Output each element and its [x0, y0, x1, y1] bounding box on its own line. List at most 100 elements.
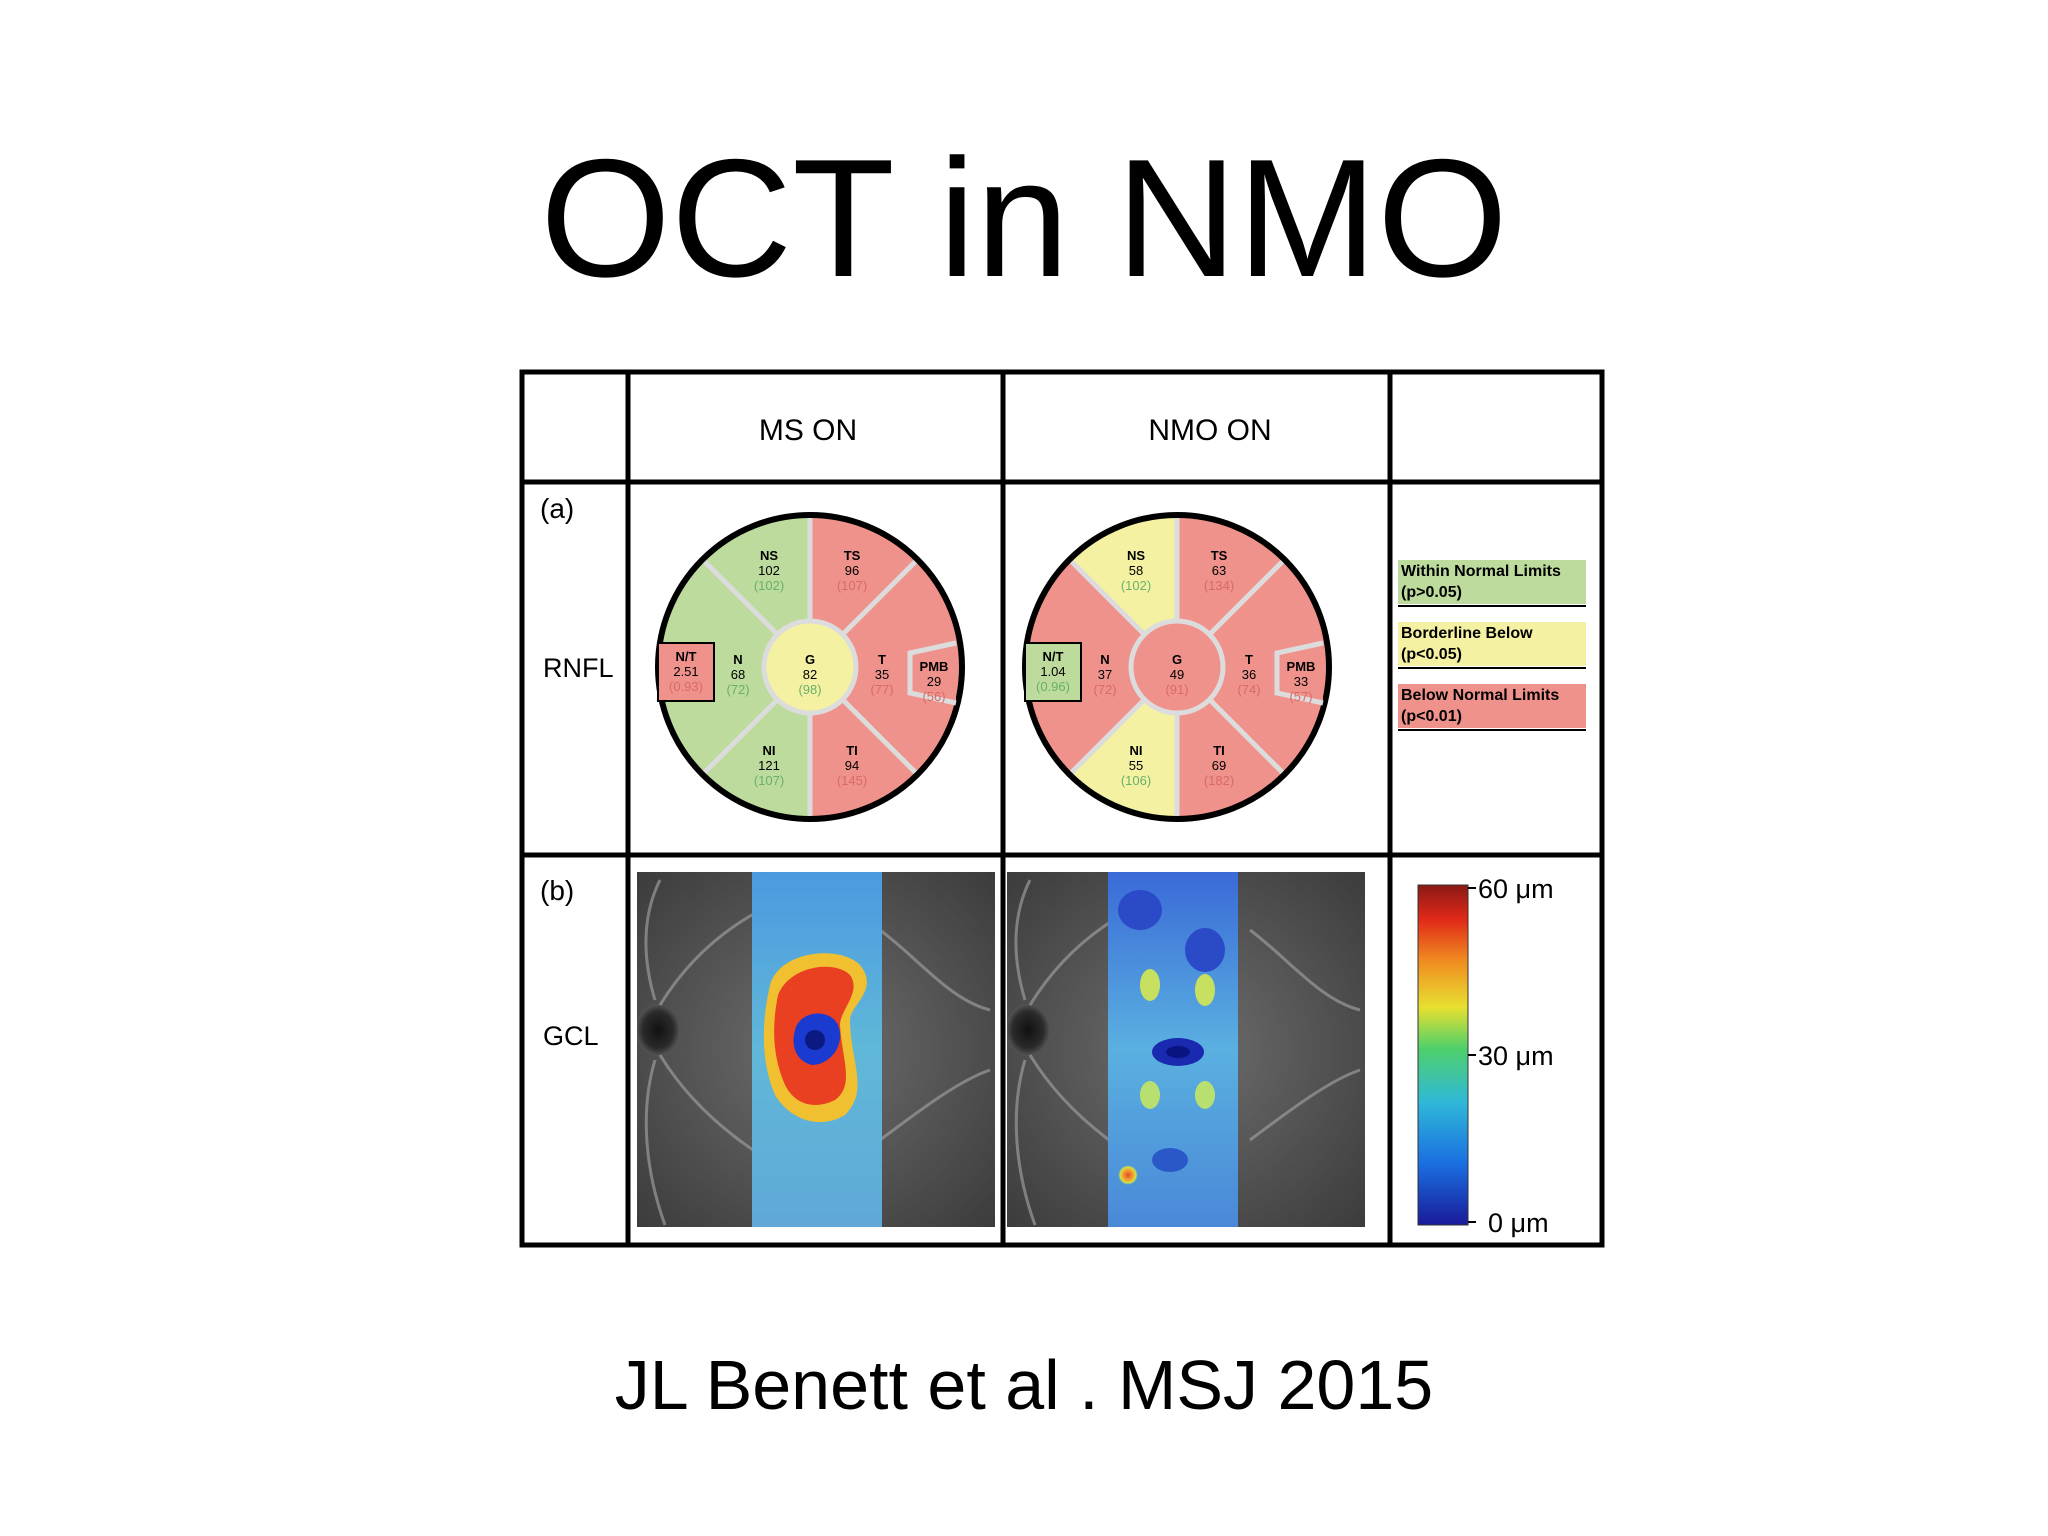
- rnfl-chart-ms: NS102(102)TS96(107)N68(72)T35(77)NI121(1…: [655, 512, 965, 822]
- optic-disc: [637, 1004, 680, 1056]
- sector-reference: (102): [754, 578, 784, 593]
- sector-value: 1.04: [1040, 664, 1065, 679]
- sector-label: T: [1245, 652, 1253, 667]
- legend-swatch-below: [1398, 684, 1586, 728]
- slide-title: OCT in NMO: [540, 124, 1508, 312]
- sector-value: 63: [1212, 563, 1226, 578]
- sector-reference: (56): [922, 689, 945, 704]
- sector-value: 35: [875, 667, 889, 682]
- sector-n: [658, 559, 778, 775]
- sector-divider: [1067, 697, 1147, 777]
- sector-pmb: [1274, 640, 1324, 706]
- sector-ts: [810, 515, 918, 635]
- scale-label-mid: 30 μm: [1478, 1041, 1554, 1071]
- row-b-label: GCL: [543, 1021, 599, 1051]
- sector-label: NS: [1127, 548, 1145, 563]
- scale-label-bottom: 0 μm: [1488, 1208, 1549, 1238]
- legend-pvalue: (p<0.01): [1401, 708, 1462, 725]
- sector-label: TI: [846, 743, 858, 758]
- row-b-tag: (b): [540, 875, 574, 906]
- thickness-color-scale: 60 μm 30 μm 0 μm: [1417, 874, 1554, 1238]
- sector-reference: (134): [1204, 578, 1234, 593]
- color-scale-bar: [1417, 884, 1469, 1226]
- sector-value: 94: [845, 758, 859, 773]
- sector-value: 102: [758, 563, 780, 578]
- sector-reference: (102): [1121, 578, 1151, 593]
- header-ms-on: MS ON: [759, 414, 857, 447]
- header-nmo-on: NMO ON: [1148, 414, 1271, 447]
- sector-reference: (107): [837, 578, 867, 593]
- sector-value: 33: [1294, 674, 1308, 689]
- sector-value: 82: [803, 667, 817, 682]
- sector-divider: [1207, 697, 1287, 777]
- sector-ni: [1069, 699, 1177, 819]
- sector-reference: (72): [1093, 682, 1116, 697]
- sector-reference: (107): [754, 773, 784, 788]
- sector-ti: [1177, 699, 1285, 819]
- sector-reference: (91): [1165, 682, 1188, 697]
- sector-reference: (74): [1237, 682, 1260, 697]
- sector-reference: (106): [1121, 773, 1151, 788]
- sector-label: PMB: [1287, 659, 1316, 674]
- sector-ni: [702, 699, 810, 819]
- sector-label: TS: [844, 548, 861, 563]
- sector-reference: (0.93): [669, 679, 703, 694]
- legend-label: Borderline Below: [1401, 625, 1533, 642]
- sector-divider: [700, 557, 780, 637]
- sector-value: 2.51: [673, 664, 698, 679]
- sector-reference: (98): [798, 682, 821, 697]
- sector-g: [761, 618, 859, 716]
- sector-ts: [1177, 515, 1285, 635]
- sector-divider: [700, 697, 780, 777]
- row-a-label: RNFL: [543, 653, 614, 683]
- sector-value: 121: [758, 758, 780, 773]
- status-legend: Within Normal Limits (p>0.05) Borderline B…: [1398, 560, 1586, 731]
- sector-value: 96: [845, 563, 859, 578]
- sector-t: [1209, 559, 1329, 775]
- sector-value: 29: [927, 674, 941, 689]
- sector-value: 58: [1129, 563, 1143, 578]
- sector-label: NI: [1130, 743, 1143, 758]
- sector-n: [1025, 559, 1145, 775]
- sector-label: T: [878, 652, 886, 667]
- sector-ns: [1069, 515, 1177, 635]
- sector-divider: [1067, 557, 1147, 637]
- sector-divider: [840, 697, 920, 777]
- sector-value: 68: [731, 667, 745, 682]
- row-a-tag: (a): [540, 493, 574, 524]
- scale-label-top: 60 μm: [1478, 874, 1554, 904]
- sector-label: TS: [1211, 548, 1228, 563]
- sector-nt: [657, 642, 715, 702]
- sector-label: N: [733, 652, 742, 667]
- sector-nt: [1024, 642, 1082, 702]
- sector-reference: (0.96): [1036, 679, 1070, 694]
- sector-g: [1128, 618, 1226, 716]
- sector-label: TI: [1213, 743, 1225, 758]
- gcl-image-ms: [637, 872, 995, 1227]
- sector-label: N: [1100, 652, 1109, 667]
- sector-pmb: [907, 640, 957, 706]
- sector-ti: [810, 699, 918, 819]
- sector-reference: (77): [870, 682, 893, 697]
- optic-disc: [1007, 1004, 1050, 1056]
- legend-swatch-borderline: [1398, 622, 1586, 666]
- citation: JL Benett et al . MSJ 2015: [614, 1346, 1434, 1424]
- sector-label: NI: [763, 743, 776, 758]
- legend-label: Below Normal Limits: [1401, 687, 1559, 704]
- sector-ns: [702, 515, 810, 635]
- figure-grid: [519, 369, 1605, 1248]
- sector-value: 69: [1212, 758, 1226, 773]
- gcl-image-nmo: [1007, 872, 1365, 1227]
- legend-pvalue: (p>0.05): [1401, 584, 1462, 601]
- sector-reference: (182): [1204, 773, 1234, 788]
- sector-divider: [1207, 557, 1287, 637]
- sector-label: N/T: [1043, 649, 1064, 664]
- sector-reference: (57): [1289, 689, 1312, 704]
- sector-label: NS: [760, 548, 778, 563]
- sector-label: G: [1172, 652, 1182, 667]
- sector-divider: [840, 557, 920, 637]
- sector-value: 55: [1129, 758, 1143, 773]
- sector-value: 49: [1170, 667, 1184, 682]
